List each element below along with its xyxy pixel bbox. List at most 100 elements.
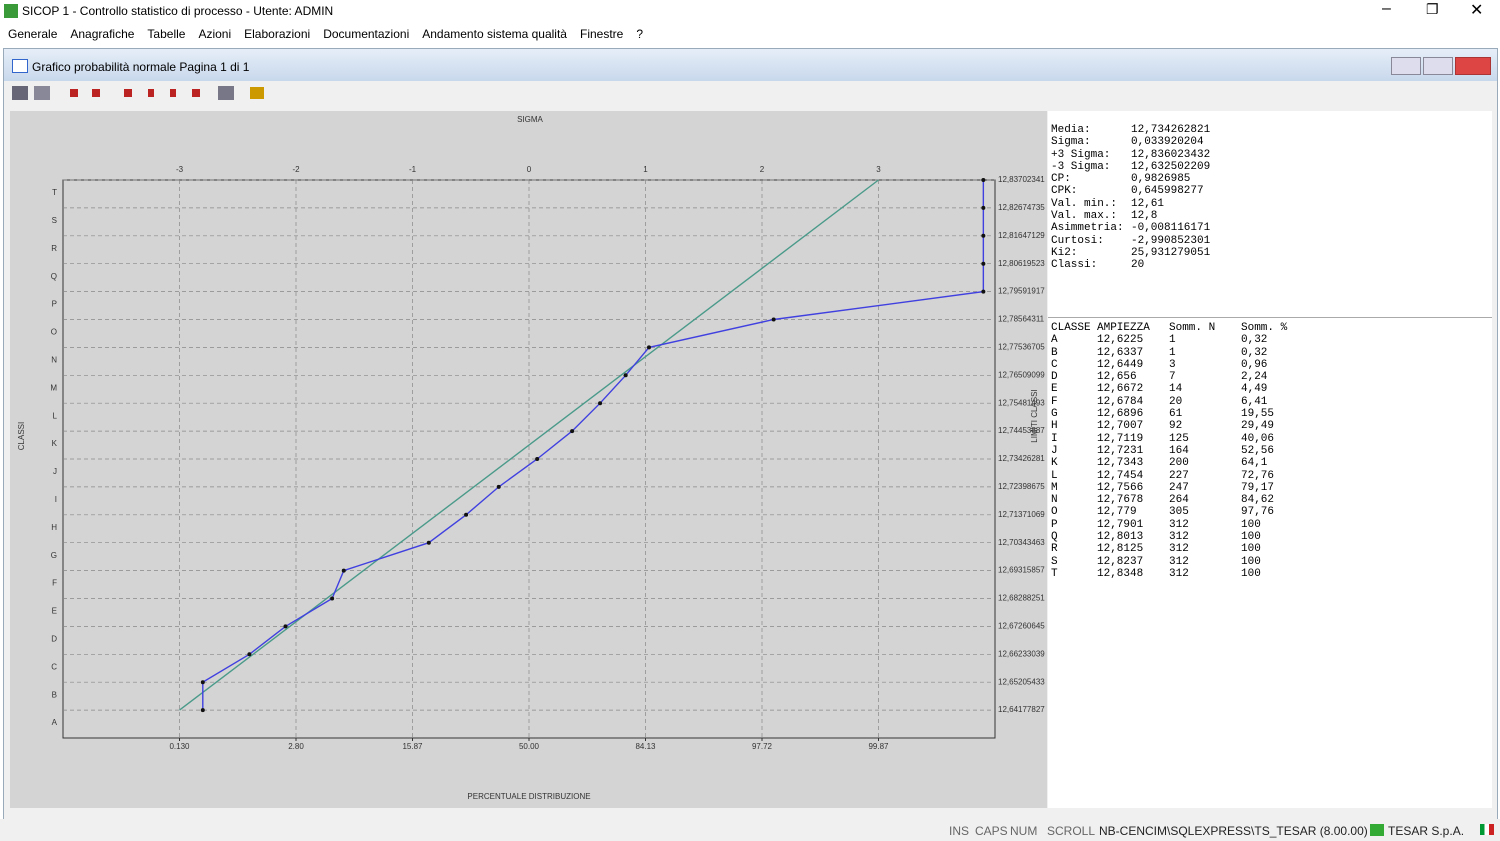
prev-page[interactable] [148, 89, 154, 97]
table-cell: L [1051, 469, 1058, 482]
table-row: P 12,7901 312 100 [1051, 519, 1491, 531]
data-point [981, 205, 986, 210]
menu-item[interactable]: Elaborazioni [244, 27, 311, 41]
menu-item[interactable]: Andamento sistema qualità [422, 27, 567, 41]
table-row: B 12,6337 1 0,32 [1051, 347, 1491, 359]
y-tick-label: 12,79591917 [998, 287, 1045, 296]
child-minimize[interactable] [1391, 57, 1421, 75]
y-tick-label: 12,83702341 [998, 175, 1045, 184]
table-cell: 12,7231 [1097, 444, 1144, 457]
table-row: G 12,6896 61 19,55 [1051, 408, 1491, 420]
table-cell: 227 [1169, 469, 1189, 482]
y-tick-label: 12,64177827 [998, 705, 1045, 714]
data-point [598, 401, 603, 406]
menu-item[interactable]: Azioni [198, 27, 232, 41]
table-row: J 12,7231 164 52,56 [1051, 445, 1491, 457]
table-cell: J [1051, 444, 1058, 457]
first-page[interactable] [124, 89, 132, 97]
class-label: G [51, 551, 57, 560]
table-cell: 3 [1169, 358, 1176, 371]
table-cell: 125 [1169, 432, 1189, 445]
x2-tick-label: 2.80 [288, 742, 304, 751]
menu-bar: Generale Anagrafiche Tabelle Azioni Elaboraz… [8, 27, 656, 41]
menu-item[interactable]: Anagrafiche [70, 27, 135, 41]
child-close[interactable] [1455, 57, 1491, 75]
next-page[interactable] [170, 89, 176, 97]
window-title: SICOP 1 - Controllo statistico di proces… [22, 4, 334, 18]
y-tick-label: 12,80619523 [998, 259, 1045, 268]
data-point [981, 289, 986, 294]
table-cell: 12,779 [1097, 506, 1137, 519]
header-cell: AMPIEZZA [1097, 322, 1150, 334]
table-cell: 0,96 [1241, 358, 1268, 371]
setup-button[interactable] [34, 86, 50, 100]
last-page[interactable] [192, 89, 200, 97]
print-button[interactable] [12, 86, 28, 100]
x-tick-label: -2 [292, 165, 300, 174]
table-cell: B [1051, 346, 1058, 359]
class-label: O [51, 328, 57, 337]
app-icon [4, 4, 18, 18]
stat-label: Curtosi: [1051, 234, 1104, 247]
open-button[interactable] [250, 87, 264, 99]
x2-tick-label: 15.87 [402, 742, 423, 751]
class-label: I [55, 495, 57, 504]
next-button[interactable] [92, 89, 100, 97]
x2-tick-label: 97.72 [752, 742, 773, 751]
y-tick-label: 12,71371069 [998, 510, 1045, 519]
class-label: B [52, 690, 57, 699]
menu-item[interactable]: Documentazioni [323, 27, 410, 41]
table-cell: 64,1 [1241, 457, 1268, 470]
table-cell: 12,7454 [1097, 469, 1144, 482]
child-icon [12, 59, 28, 73]
status-db: NB-CENCIM\SQLEXPRESS\TS_TESAR (8.00.00) [1099, 824, 1368, 838]
close[interactable]: ✕ [1470, 2, 1484, 19]
y-tick-label: 12,70343463 [998, 538, 1045, 547]
data-point [283, 624, 288, 629]
title-bar: SICOP 1 - Controllo statistico di proces… [0, 0, 1500, 22]
stat-value: -0,008116171 [1131, 222, 1211, 235]
class-label: S [52, 216, 57, 225]
table-cell: 312 [1169, 567, 1189, 580]
header-cell: Somm. N [1169, 322, 1216, 334]
table-cell: A [1051, 334, 1058, 347]
stat-label: Asimmetria: [1051, 222, 1124, 235]
table-cell: T [1051, 567, 1058, 580]
table-cell: 312 [1169, 543, 1189, 556]
data-point [330, 596, 335, 601]
x-tick-label: 3 [876, 165, 881, 174]
table-row: N 12,7678 264 84,62 [1051, 494, 1491, 506]
table-cell: 12,6337 [1097, 346, 1144, 359]
status-num: NUM [1010, 824, 1038, 838]
prev-button[interactable] [70, 89, 78, 97]
table-cell: 100 [1241, 531, 1261, 544]
child-maximize[interactable] [1423, 57, 1453, 75]
stat-label: Ki2: [1051, 246, 1078, 259]
table-cell: F [1051, 395, 1058, 408]
data-point [771, 317, 776, 322]
stat-label: CPK: [1051, 185, 1078, 198]
menu-item[interactable]: Tabelle [147, 27, 186, 41]
data-point [341, 568, 346, 573]
child-title-bar: Grafico probabilità normale Pagina 1 di … [4, 49, 1497, 81]
data-point [646, 345, 651, 350]
x2-tick-label: 0.130 [169, 742, 190, 751]
y2-axis-label: LIMITI CLASSI [1030, 389, 1039, 442]
stat-label: CP: [1051, 173, 1071, 186]
stat-label: Val. min.: [1051, 197, 1118, 210]
stat-label: Val. max.: [1051, 210, 1118, 223]
menu-item[interactable]: ? [636, 27, 644, 41]
table-cell: H [1051, 420, 1058, 433]
minimize[interactable]: – [1382, 0, 1391, 17]
menu-item[interactable]: Finestre [579, 27, 624, 41]
menu-item[interactable]: Generale [8, 27, 58, 41]
y-tick-label: 12,68288251 [998, 594, 1045, 603]
data-point [535, 457, 540, 461]
table-cell: D [1051, 371, 1058, 384]
data-point [247, 652, 252, 657]
maximize[interactable]: ❐ [1426, 1, 1439, 17]
stat-value: 25,931279051 [1131, 246, 1211, 259]
edit-button[interactable] [218, 86, 234, 100]
table-cell: G [1051, 408, 1058, 421]
chart-title: SIGMA [517, 115, 543, 124]
